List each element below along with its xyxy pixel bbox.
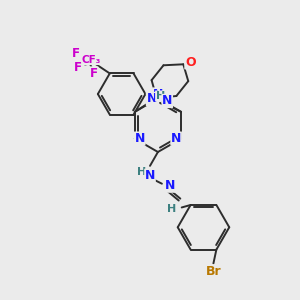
Text: Br: Br: [206, 265, 221, 278]
Text: F: F: [90, 67, 98, 80]
Text: O: O: [185, 56, 196, 69]
Text: N: N: [145, 169, 155, 182]
Text: H: H: [156, 91, 165, 101]
Text: N: N: [162, 94, 172, 107]
Text: N: N: [146, 92, 157, 106]
Text: N: N: [134, 132, 145, 145]
Text: N: N: [153, 88, 163, 101]
Text: N: N: [171, 132, 181, 145]
Text: H: H: [137, 167, 147, 177]
Text: F: F: [72, 47, 80, 60]
Text: F: F: [74, 61, 82, 74]
Text: H: H: [167, 204, 176, 214]
Text: N: N: [165, 179, 175, 192]
Text: CF₃: CF₃: [81, 55, 101, 64]
